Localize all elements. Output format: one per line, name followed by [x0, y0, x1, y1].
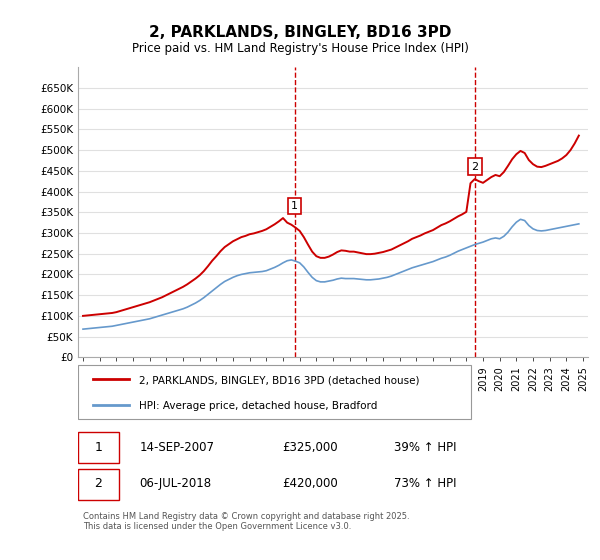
Text: Contains HM Land Registry data © Crown copyright and database right 2025.
This d: Contains HM Land Registry data © Crown c…: [83, 512, 410, 531]
Text: £325,000: £325,000: [282, 441, 338, 454]
FancyBboxPatch shape: [78, 432, 119, 463]
Text: 1: 1: [291, 201, 298, 211]
Text: 14-SEP-2007: 14-SEP-2007: [139, 441, 214, 454]
Text: 2, PARKLANDS, BINGLEY, BD16 3PD (detached house): 2, PARKLANDS, BINGLEY, BD16 3PD (detache…: [139, 376, 420, 385]
FancyBboxPatch shape: [78, 366, 471, 419]
Text: 2: 2: [471, 162, 478, 172]
FancyBboxPatch shape: [78, 469, 119, 500]
Text: HPI: Average price, detached house, Bradford: HPI: Average price, detached house, Brad…: [139, 401, 377, 411]
Text: 2: 2: [94, 477, 103, 490]
Text: Price paid vs. HM Land Registry's House Price Index (HPI): Price paid vs. HM Land Registry's House …: [131, 42, 469, 55]
Text: £420,000: £420,000: [282, 477, 338, 490]
Text: 06-JUL-2018: 06-JUL-2018: [139, 477, 211, 490]
Text: 2, PARKLANDS, BINGLEY, BD16 3PD: 2, PARKLANDS, BINGLEY, BD16 3PD: [149, 25, 451, 40]
Text: 1: 1: [94, 441, 103, 454]
Text: 73% ↑ HPI: 73% ↑ HPI: [394, 477, 457, 490]
Text: 39% ↑ HPI: 39% ↑ HPI: [394, 441, 457, 454]
